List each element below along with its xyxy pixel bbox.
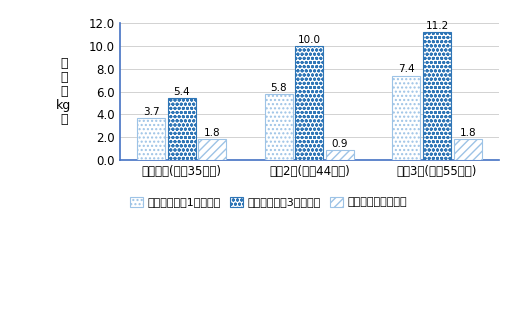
Text: 1.8: 1.8 (204, 128, 221, 138)
Bar (326, 150, 354, 160)
Bar (296, 46, 323, 160)
Text: 5.4: 5.4 (173, 87, 190, 97)
Bar (137, 118, 165, 160)
Text: 1.8: 1.8 (460, 128, 476, 138)
Bar (265, 94, 293, 160)
Text: 5.8: 5.8 (270, 83, 287, 93)
Legend: オールバック1本仕立て, オールバック3本仕立て, 開心自然形（対照）: オールバック1本仕立て, オールバック3本仕立て, 開心自然形（対照） (125, 192, 411, 212)
Text: 7.4: 7.4 (398, 64, 415, 74)
Bar (392, 76, 420, 160)
Text: 0.9: 0.9 (332, 139, 348, 148)
Bar (198, 140, 226, 160)
Text: 10.0: 10.0 (298, 35, 321, 45)
Y-axis label: 収
量
（
kg
）: 収 量 （ kg ） (56, 57, 71, 126)
Bar (423, 32, 451, 160)
Bar (168, 98, 196, 160)
Text: 11.2: 11.2 (426, 21, 449, 31)
Bar (454, 140, 482, 160)
Text: 3.7: 3.7 (143, 107, 159, 117)
